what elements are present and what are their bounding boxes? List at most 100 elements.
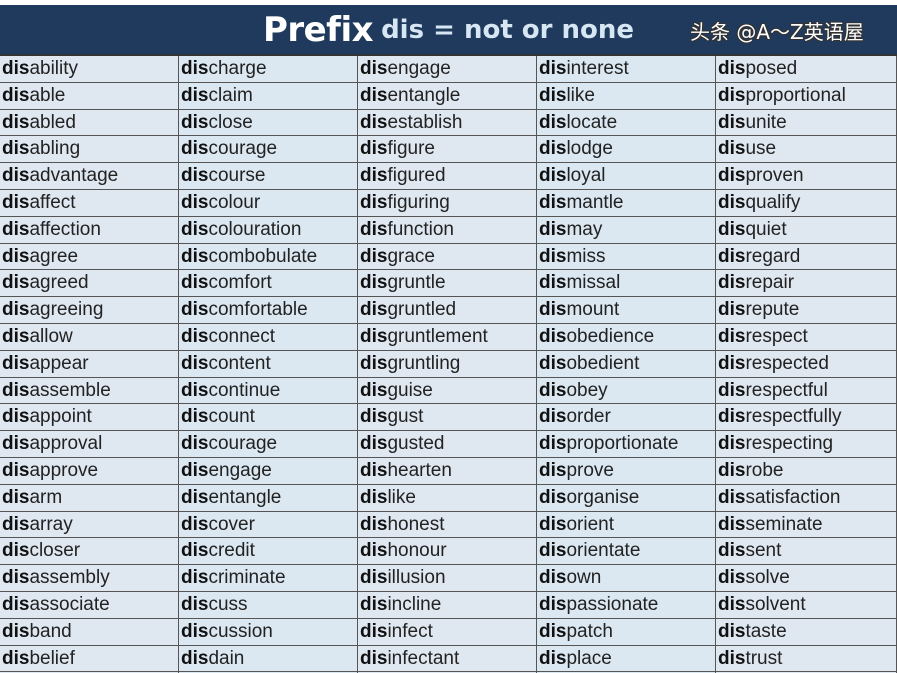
prefix-text: dis xyxy=(539,272,567,294)
word-cell: disaffect xyxy=(0,190,178,217)
prefix-text: dis xyxy=(360,406,388,428)
word-cell: disorganise xyxy=(537,485,715,512)
prefix-text: dis xyxy=(360,138,388,160)
word-cell: disrobe xyxy=(716,458,896,485)
suffix-text: interest xyxy=(566,58,629,79)
prefix-text: dis xyxy=(718,191,746,213)
word-cell: dislodge xyxy=(537,136,715,164)
prefix-text: dis xyxy=(539,138,567,160)
suffix-text: connect xyxy=(208,325,275,347)
word-cell: disincline xyxy=(358,592,536,619)
word-cell: disable xyxy=(0,83,178,110)
suffix-text: place xyxy=(566,647,612,669)
word-cell: disposed xyxy=(716,56,896,83)
suffix-text: mantle xyxy=(566,191,624,213)
suffix-text: solvent xyxy=(745,593,806,615)
prefix-text: dis xyxy=(181,620,209,642)
suffix-text: associate xyxy=(29,593,110,615)
word-cell: displace xyxy=(537,646,715,673)
prefix-text: dis xyxy=(181,111,209,133)
word-cell: disassembly xyxy=(0,565,178,592)
suffix-text: colouration xyxy=(208,218,302,240)
suffix-text: grace xyxy=(387,245,435,267)
suffix-text: respectfully xyxy=(745,406,842,428)
prefix-text: dis xyxy=(718,620,746,642)
word-column: discharge disclaim disclose discourage disco… xyxy=(179,56,358,673)
prefix-text: dis xyxy=(2,540,30,562)
word-cell: disproportional xyxy=(716,83,896,110)
word-cell: dissolve xyxy=(716,565,896,592)
prefix-text: dis xyxy=(181,540,209,562)
prefix-text: dis xyxy=(718,540,746,562)
suffix-text: gruntle xyxy=(387,272,446,294)
suffix-text: continue xyxy=(208,379,281,401)
prefix-text: dis xyxy=(2,486,30,508)
suffix-text: band xyxy=(29,620,72,642)
prefix-text: dis xyxy=(2,379,30,401)
suffix-text: mount xyxy=(566,299,620,321)
prefix-text: dis xyxy=(360,620,388,642)
prefix-text: dis xyxy=(181,433,209,455)
prefix-text: dis xyxy=(2,165,30,187)
suffix-text: honest xyxy=(387,513,445,535)
word-cell: disclaim xyxy=(179,83,357,110)
prefix-text: dis xyxy=(360,325,388,347)
prefix-text: dis xyxy=(2,218,30,240)
suffix-text: infect xyxy=(387,620,433,642)
word-cell: dismay xyxy=(537,217,715,244)
suffix-text: appear xyxy=(29,352,89,374)
suffix-text: function xyxy=(387,218,454,240)
suffix-text: gruntled xyxy=(387,299,457,321)
prefix-text: dis xyxy=(181,58,209,79)
word-cell: disabled xyxy=(0,110,178,137)
prefix-text: dis xyxy=(718,218,746,240)
word-cell: discomfort xyxy=(179,270,357,298)
prefix-text: dis xyxy=(718,352,746,374)
word-cell: disqualify xyxy=(716,190,896,217)
suffix-text: seminate xyxy=(745,513,823,535)
word-cell: dispassionate xyxy=(537,592,715,619)
word-cell: disassemble xyxy=(0,378,178,405)
word-cell: disrepair xyxy=(716,270,896,298)
word-cell: disarm xyxy=(0,485,178,512)
prefix-text: dis xyxy=(181,165,209,187)
word-cell: dissatisfaction xyxy=(716,485,896,512)
word-cell: disobedience xyxy=(537,324,715,351)
title-sub: dis = not or none xyxy=(381,14,635,45)
word-cell: disquiet xyxy=(716,217,896,244)
suffix-text: proven xyxy=(745,165,804,187)
word-cell: disobey xyxy=(537,378,715,405)
prefix-text: dis xyxy=(360,486,388,508)
suffix-text: incline xyxy=(387,593,442,615)
word-cell: disadvantage xyxy=(0,163,178,190)
prefix-text: dis xyxy=(360,111,388,133)
suffix-text: colour xyxy=(208,191,261,213)
word-cell: disestablish xyxy=(358,110,536,137)
prefix-text: dis xyxy=(539,84,567,106)
suffix-text: satisfaction xyxy=(745,486,841,508)
suffix-text: engage xyxy=(387,58,451,79)
suffix-text: repute xyxy=(745,299,800,321)
word-cell: dishonour xyxy=(358,538,536,566)
prefix-text: dis xyxy=(2,352,30,374)
prefix-text: dis xyxy=(181,567,209,589)
prefix-text: dis xyxy=(718,138,746,160)
word-cell: disdain xyxy=(179,646,357,673)
suffix-text: proportional xyxy=(745,84,846,106)
word-cell: disgruntle xyxy=(358,270,536,298)
suffix-text: repair xyxy=(745,272,795,294)
suffix-text: orientate xyxy=(566,540,641,562)
word-cell: disrespected xyxy=(716,351,896,378)
word-cell: discolouration xyxy=(179,217,357,244)
suffix-text: agree xyxy=(29,245,79,267)
prefix-text: dis xyxy=(539,513,567,535)
suffix-text: infectant xyxy=(387,647,460,669)
word-cell: disprove xyxy=(537,458,715,485)
suffix-text: may xyxy=(566,218,603,240)
prefix-text: dis xyxy=(181,352,209,374)
suffix-text: cover xyxy=(208,513,255,535)
prefix-text: dis xyxy=(718,58,746,79)
word-column: disengage disentangle disestablish disfigur… xyxy=(358,56,537,673)
word-cell: discourage xyxy=(179,136,357,164)
word-cell: disentangle xyxy=(179,485,357,512)
